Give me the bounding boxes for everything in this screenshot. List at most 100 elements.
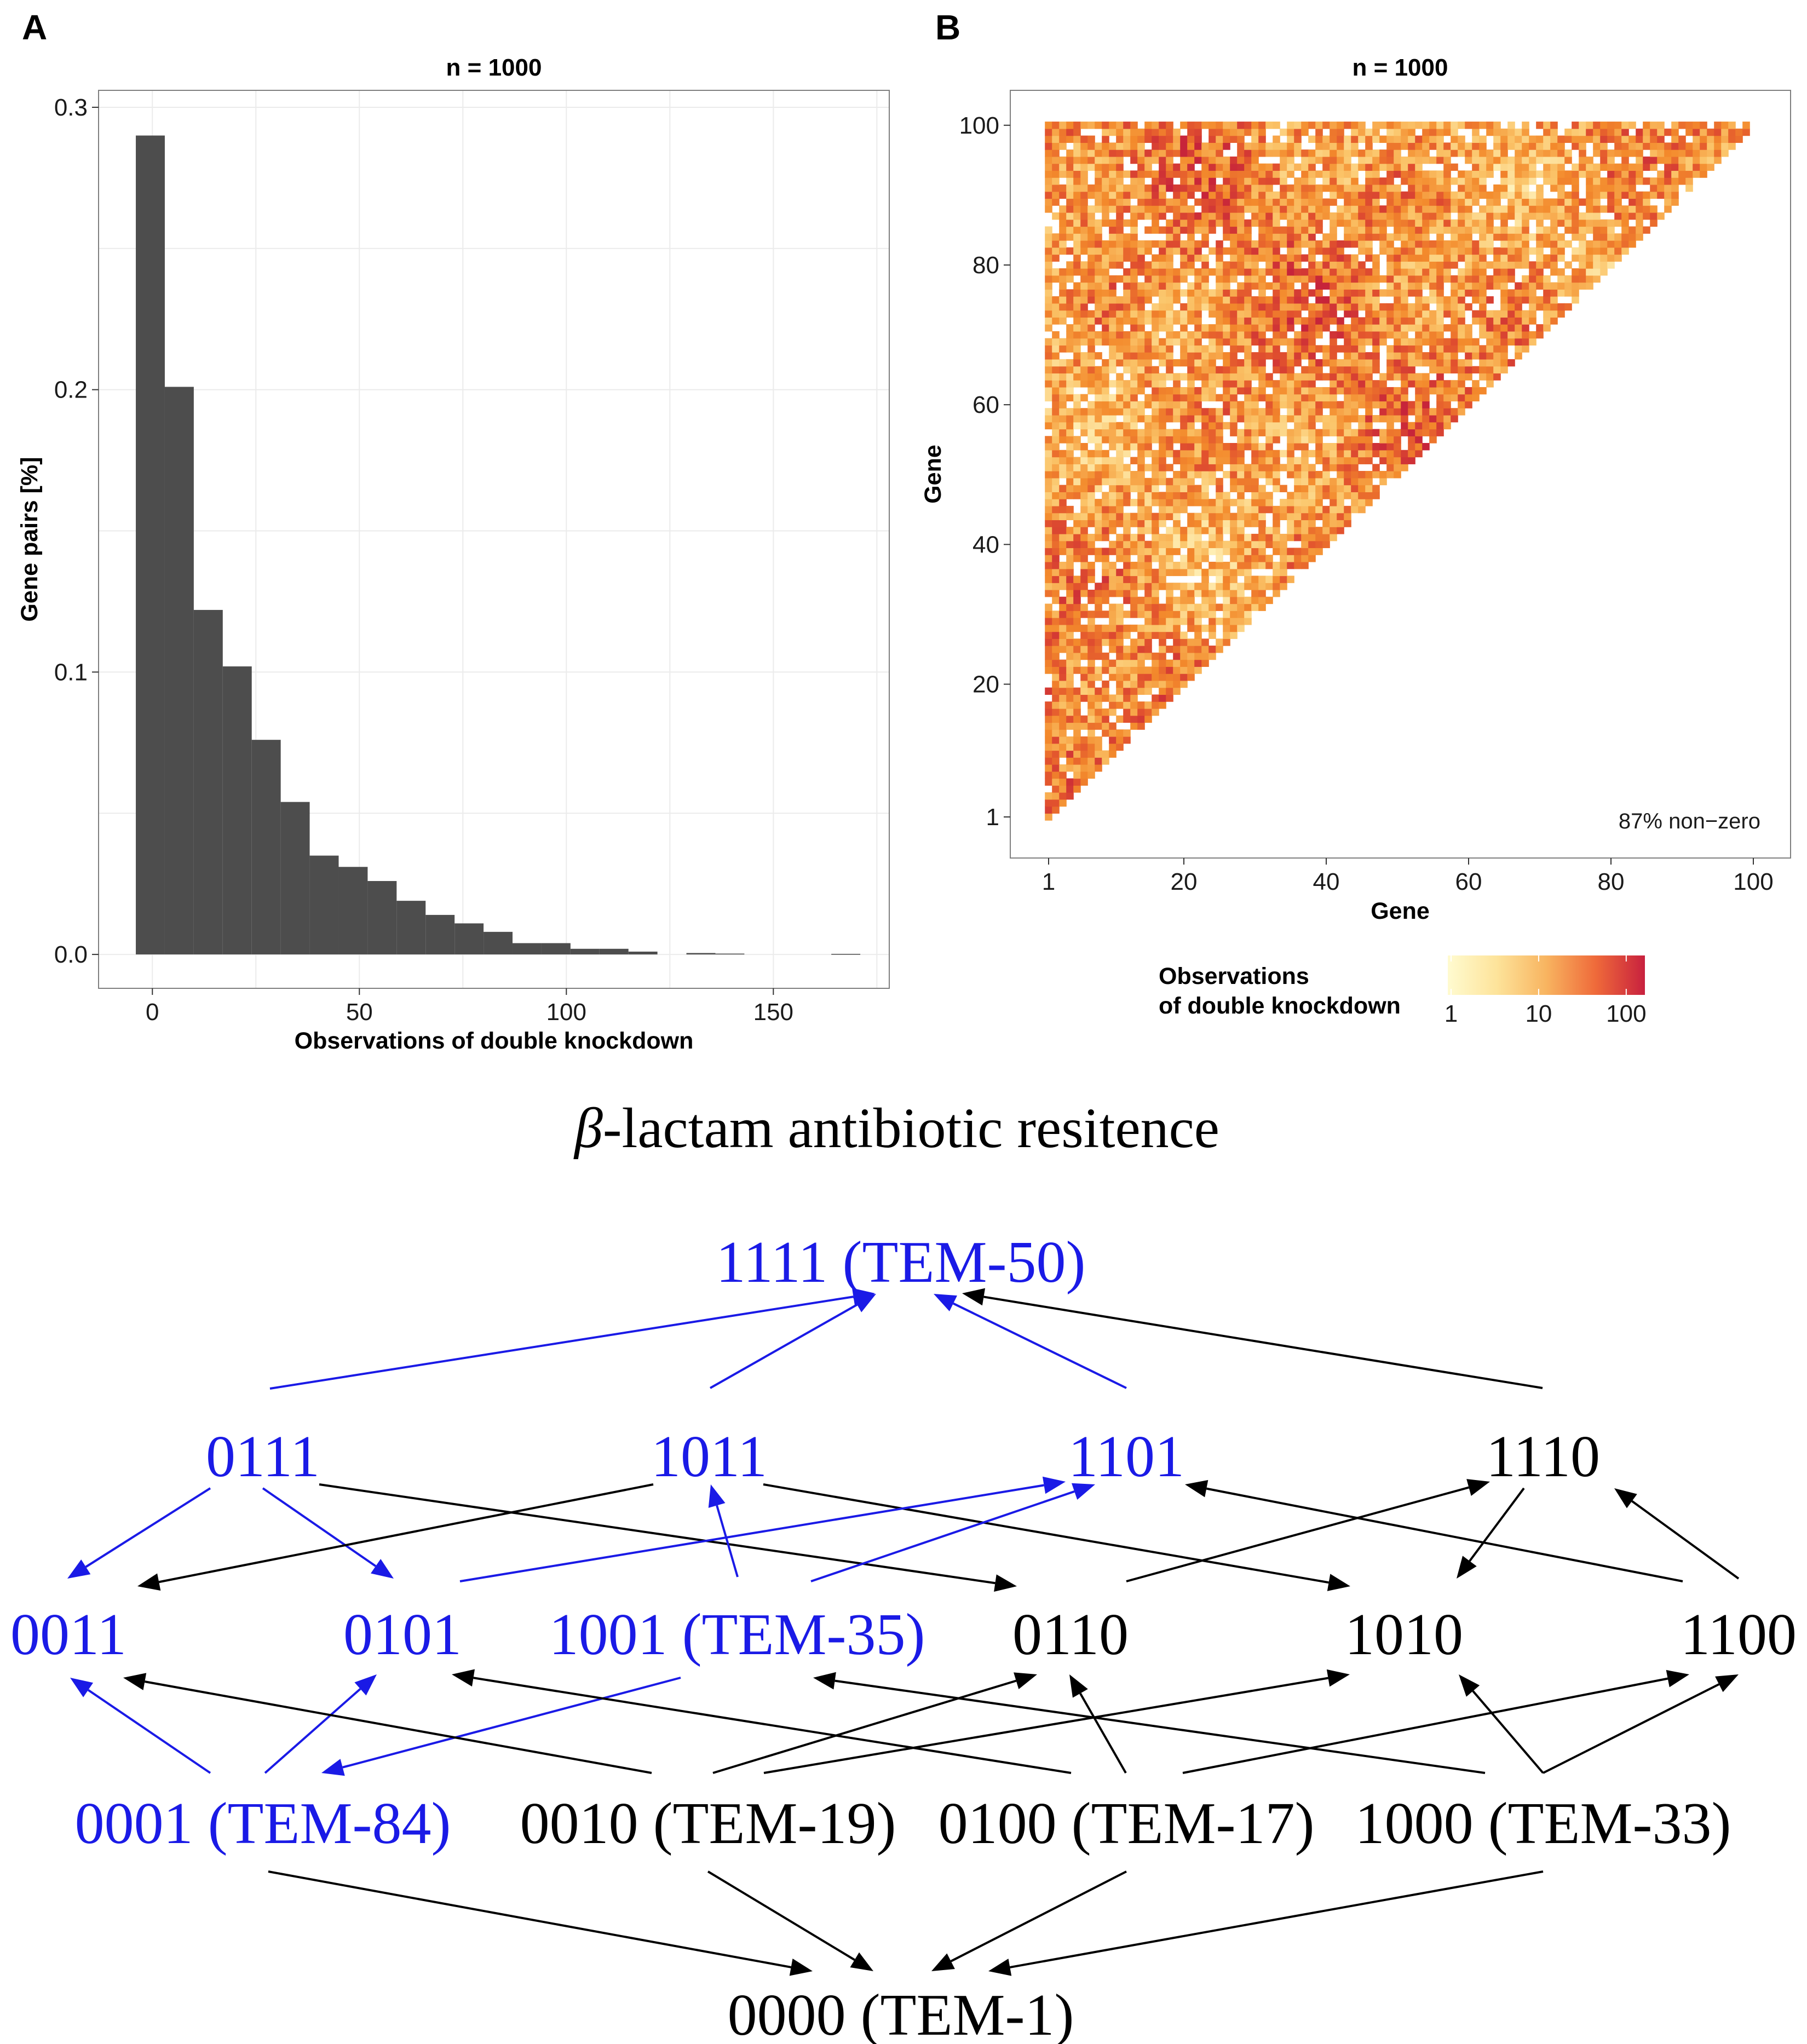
- heatmap-cell: [1095, 485, 1102, 492]
- heatmap-cell: [1159, 583, 1166, 590]
- heatmap-cell: [1465, 289, 1472, 297]
- heatmap-cell: [1087, 729, 1095, 737]
- heatmap-cell: [1095, 380, 1102, 388]
- heatmap-cell: [1123, 338, 1131, 346]
- heatmap-cell: [1678, 122, 1686, 129]
- heatmap-cell: [1045, 505, 1052, 514]
- heatmap-cell: [1265, 310, 1273, 318]
- heatmap-cell: [1600, 163, 1608, 171]
- heatmap-cell: [1294, 163, 1302, 171]
- heatmap-cell: [1102, 380, 1109, 388]
- heatmap-cell: [1700, 142, 1707, 150]
- heatmap-cell: [1066, 548, 1074, 555]
- edge-arrowhead: [853, 1294, 876, 1312]
- heatmap-cell: [1130, 387, 1138, 395]
- heatmap-cell: [1337, 457, 1344, 464]
- heatmap-cell: [1344, 492, 1351, 499]
- heatmap-cell: [1308, 485, 1316, 492]
- heatmap-cell: [1187, 331, 1195, 339]
- heatmap-cell: [1472, 219, 1480, 227]
- panel-b-annotation: 87% non−zero: [1619, 809, 1760, 833]
- heatmap-cell: [1301, 268, 1309, 276]
- heatmap-cell: [1443, 122, 1451, 129]
- heatmap-cell: [1223, 331, 1230, 339]
- heatmap-cell: [1465, 184, 1472, 192]
- heatmap-cell: [1223, 527, 1230, 534]
- heatmap-cell: [1123, 659, 1131, 667]
- heatmap-cell: [1073, 764, 1081, 772]
- heatmap-cell: [1436, 177, 1444, 185]
- heatmap-cell: [1607, 191, 1615, 199]
- heatmap-cell: [1194, 659, 1202, 667]
- heatmap-cell: [1479, 233, 1487, 241]
- heatmap-cell: [1308, 366, 1316, 374]
- heatmap-cell: [1287, 184, 1294, 192]
- heatmap-cell: [1237, 268, 1245, 276]
- heatmap-cell: [1087, 646, 1095, 653]
- heatmap-cell: [1443, 324, 1451, 332]
- heatmap-cell: [1123, 533, 1131, 542]
- heatmap-cell: [1159, 317, 1166, 325]
- heatmap-cell: [1073, 646, 1081, 653]
- heatmap-cell: [1536, 324, 1544, 332]
- heatmap-cell: [1159, 156, 1166, 164]
- heatmap-cell: [1230, 624, 1238, 632]
- heatmap-cell: [1230, 520, 1238, 527]
- heatmap-cell: [1187, 513, 1195, 521]
- heatmap-cell: [1394, 373, 1401, 381]
- heatmap-cell: [1315, 135, 1323, 143]
- heatmap-cell: [1315, 156, 1323, 164]
- heatmap-cell: [1173, 289, 1181, 297]
- heatmap-cell: [1194, 485, 1202, 492]
- heatmap-cell: [1201, 149, 1209, 157]
- heatmap-cell: [1066, 436, 1074, 444]
- heatmap-cell: [1621, 212, 1629, 220]
- heatmap-cell: [1144, 575, 1152, 583]
- heatmap-cell: [1244, 163, 1252, 171]
- heatmap-cell: [1208, 548, 1216, 555]
- heatmap-cell: [1365, 499, 1373, 506]
- heatmap-cell: [1486, 310, 1494, 318]
- heatmap-cell: [1045, 156, 1052, 164]
- heatmap-cell: [1087, 743, 1095, 751]
- heatmap-cell: [1451, 247, 1458, 255]
- heatmap-cell: [1287, 471, 1294, 479]
- heatmap-cell: [1479, 205, 1487, 213]
- heatmap-cell: [1123, 611, 1131, 618]
- heatmap-cell: [1401, 177, 1408, 185]
- heatmap-cell: [1045, 170, 1052, 178]
- heatmap-cell: [1194, 198, 1202, 206]
- heatmap-cell: [1237, 373, 1245, 381]
- heatmap-cell: [1500, 352, 1508, 360]
- heatmap-cell: [1045, 380, 1052, 388]
- heatmap-cell: [1386, 443, 1394, 451]
- heatmap-cell: [1194, 128, 1202, 136]
- heatmap-cell: [1700, 170, 1707, 178]
- heatmap-cell: [1187, 652, 1195, 660]
- heatmap-cell: [1180, 596, 1188, 604]
- heatmap-cell: [1351, 135, 1359, 143]
- heatmap-cell: [1280, 505, 1287, 514]
- heatmap-cell: [1379, 408, 1387, 416]
- heatmap-cell: [1443, 177, 1451, 185]
- heatmap-cell: [1330, 464, 1337, 471]
- heatmap-cell: [1401, 282, 1408, 290]
- heatmap-cell: [1166, 499, 1173, 506]
- heatmap-cell: [1436, 247, 1444, 255]
- heatmap-cell: [1301, 450, 1309, 458]
- heatmap-cell: [1166, 163, 1173, 171]
- heatmap-cell: [1159, 177, 1166, 185]
- heatmap-cell: [1073, 240, 1081, 248]
- heatmap-cell: [1308, 170, 1316, 178]
- heatmap-cell: [1123, 646, 1131, 653]
- heatmap-cell: [1465, 275, 1472, 283]
- heatmap-cell: [1265, 575, 1273, 583]
- heatmap-cell: [1152, 345, 1159, 353]
- heatmap-cell: [1443, 254, 1451, 262]
- heatmap-cell: [1401, 387, 1408, 395]
- heatmap-cell: [1095, 611, 1102, 618]
- heatmap-cell: [1230, 170, 1238, 178]
- heatmap-cell: [1572, 135, 1579, 143]
- heatmap-cell: [1066, 492, 1074, 499]
- heatmap-cell: [1137, 184, 1145, 192]
